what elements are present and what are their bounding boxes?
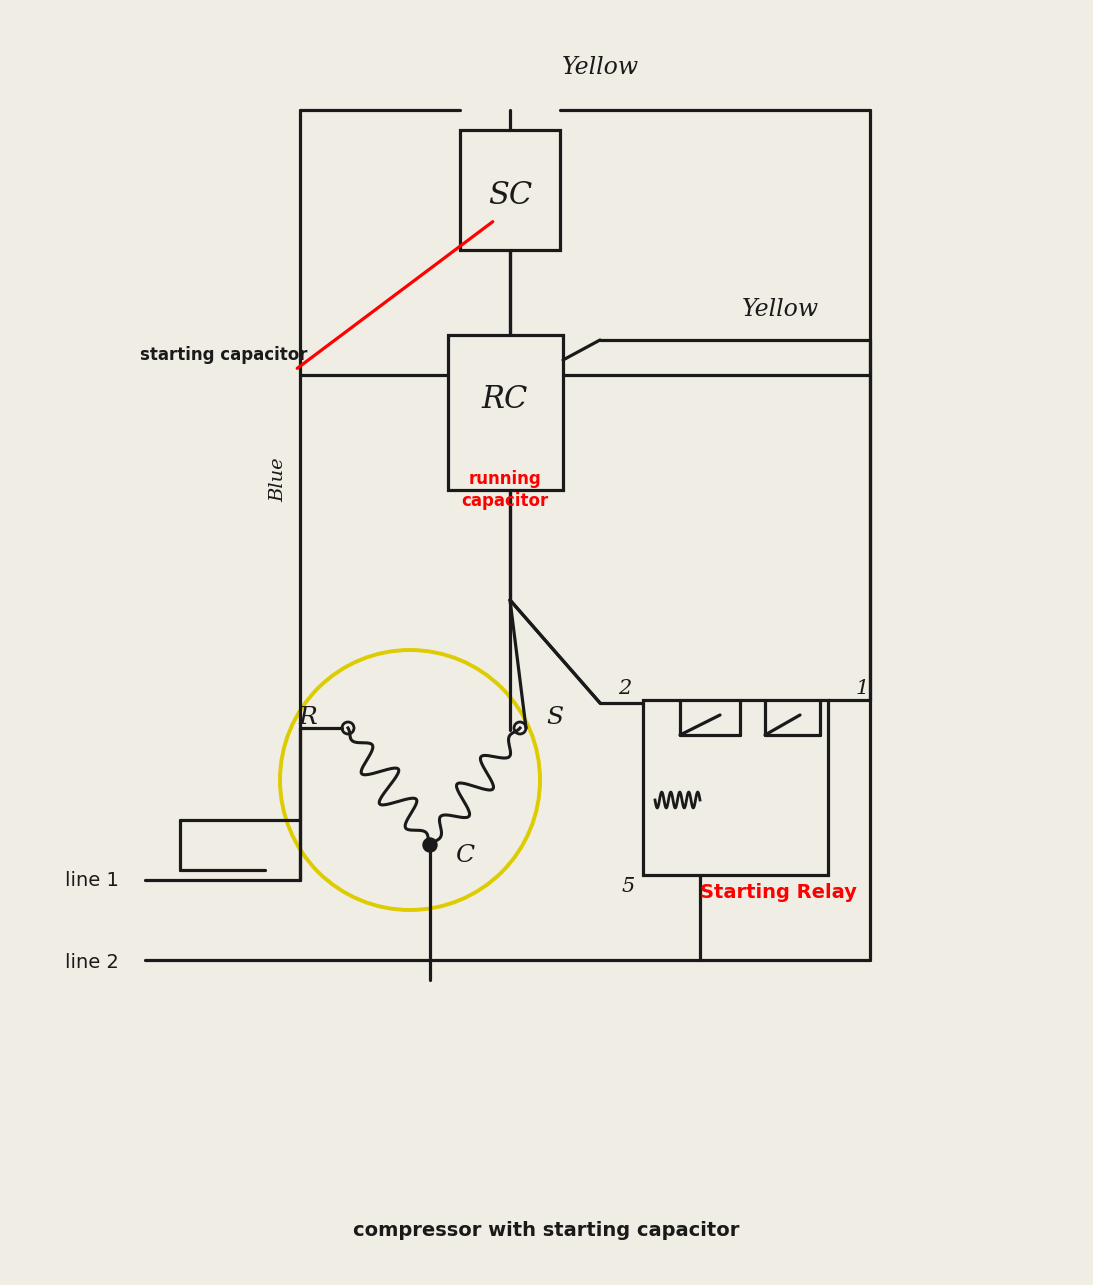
- Text: Starting Relay: Starting Relay: [700, 884, 857, 902]
- Text: RC: RC: [482, 384, 528, 415]
- Bar: [460, 130, 560, 251]
- Text: 5: 5: [622, 876, 635, 896]
- Text: Blue: Blue: [269, 457, 287, 502]
- Text: starting capacitor: starting capacitor: [140, 346, 307, 364]
- Text: SC: SC: [487, 180, 532, 211]
- Circle shape: [423, 838, 437, 852]
- Text: line 1: line 1: [64, 870, 119, 889]
- Text: line 2: line 2: [64, 952, 119, 971]
- Text: 2: 2: [619, 678, 632, 698]
- Text: 1: 1: [856, 678, 869, 698]
- Text: running
capacitor: running capacitor: [461, 470, 549, 510]
- Bar: [448, 335, 563, 490]
- Text: compressor with starting capacitor: compressor with starting capacitor: [353, 1221, 740, 1240]
- Text: Yellow: Yellow: [562, 57, 638, 80]
- Text: Yellow: Yellow: [741, 298, 819, 321]
- Text: S: S: [546, 707, 564, 730]
- Bar: [643, 700, 828, 875]
- Text: R: R: [298, 707, 317, 730]
- Text: C: C: [456, 843, 474, 866]
